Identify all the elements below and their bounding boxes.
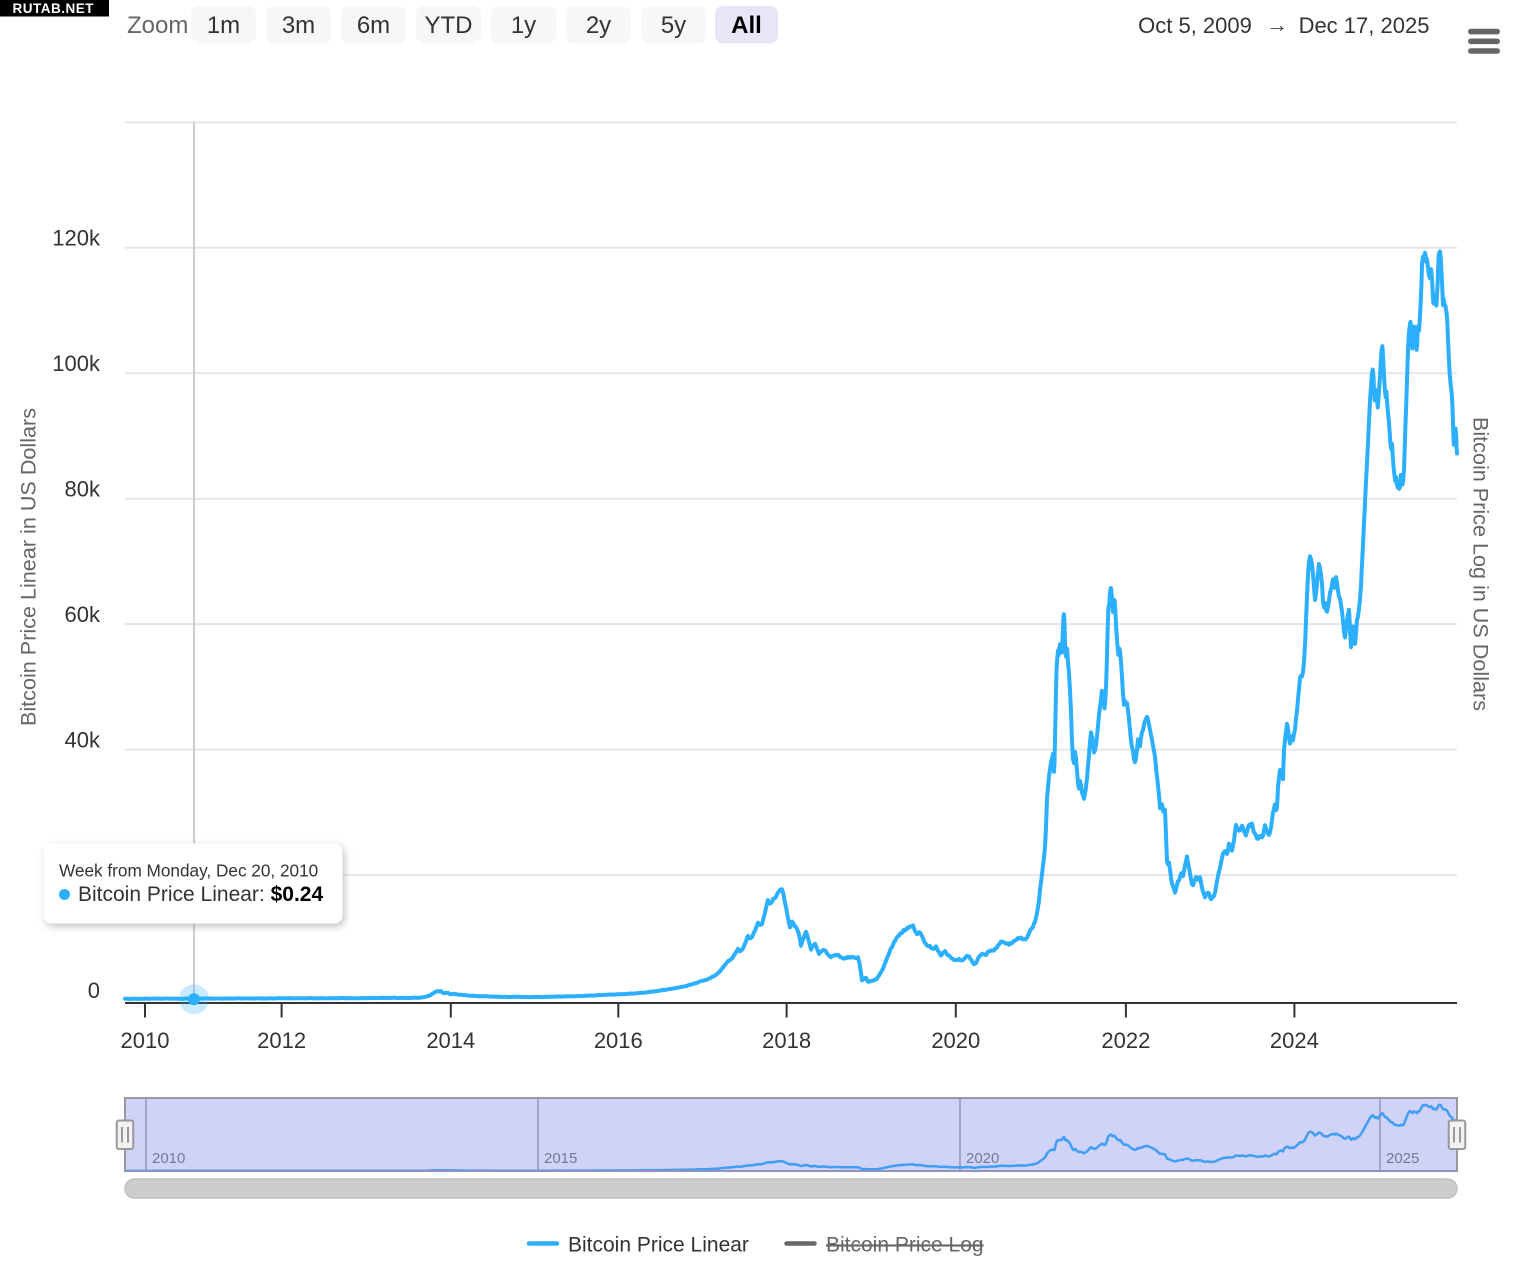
svg-text:2025: 2025 (1386, 1150, 1419, 1167)
svg-text:2014: 2014 (426, 1028, 475, 1053)
svg-text:2015: 2015 (544, 1150, 577, 1167)
svg-text:All: All (731, 12, 762, 39)
svg-text:2010: 2010 (121, 1028, 170, 1053)
svg-text:80k: 80k (65, 476, 101, 501)
svg-text:40k: 40k (65, 727, 101, 752)
svg-text:2010: 2010 (152, 1150, 185, 1167)
svg-text:2016: 2016 (594, 1028, 643, 1053)
svg-text:Bitcoin Price Log in US Dollar: Bitcoin Price Log in US Dollars (1469, 417, 1494, 711)
svg-text:120k: 120k (52, 226, 101, 251)
svg-text:1y: 1y (511, 12, 536, 39)
svg-text:2024: 2024 (1270, 1028, 1319, 1053)
svg-text:100k: 100k (52, 351, 101, 376)
svg-text:Bitcoin Price Linear: $0.24: Bitcoin Price Linear: $0.24 (78, 883, 323, 906)
svg-text:Bitcoin Price Linear: Bitcoin Price Linear (568, 1234, 749, 1257)
svg-text:2018: 2018 (762, 1028, 811, 1053)
svg-text:2020: 2020 (931, 1028, 980, 1053)
svg-text:2012: 2012 (257, 1028, 306, 1053)
svg-text:0: 0 (88, 978, 100, 1003)
svg-text:60k: 60k (65, 602, 101, 627)
svg-text:Dec 17, 2025: Dec 17, 2025 (1299, 13, 1430, 38)
svg-text:Bitcoin Price Log: Bitcoin Price Log (826, 1234, 984, 1257)
svg-text:Zoom: Zoom (127, 12, 188, 39)
svg-text:Week from Monday, Dec 20, 2010: Week from Monday, Dec 20, 2010 (59, 861, 318, 881)
svg-text:2020: 2020 (966, 1150, 999, 1167)
svg-text:6m: 6m (357, 12, 390, 39)
svg-text:2y: 2y (586, 12, 611, 39)
svg-text:Oct 5, 2009: Oct 5, 2009 (1138, 13, 1252, 38)
svg-text:5y: 5y (661, 12, 686, 39)
svg-text:Bitcoin Price Linear in US Dol: Bitcoin Price Linear in US Dollars (16, 408, 41, 726)
svg-text:2022: 2022 (1101, 1028, 1150, 1053)
svg-text:1m: 1m (207, 12, 240, 39)
svg-text:→: → (1266, 12, 1288, 37)
svg-text:RUTAB.NET: RUTAB.NET (13, 1, 95, 16)
svg-text:3m: 3m (282, 12, 315, 39)
svg-text:YTD: YTD (425, 12, 473, 39)
